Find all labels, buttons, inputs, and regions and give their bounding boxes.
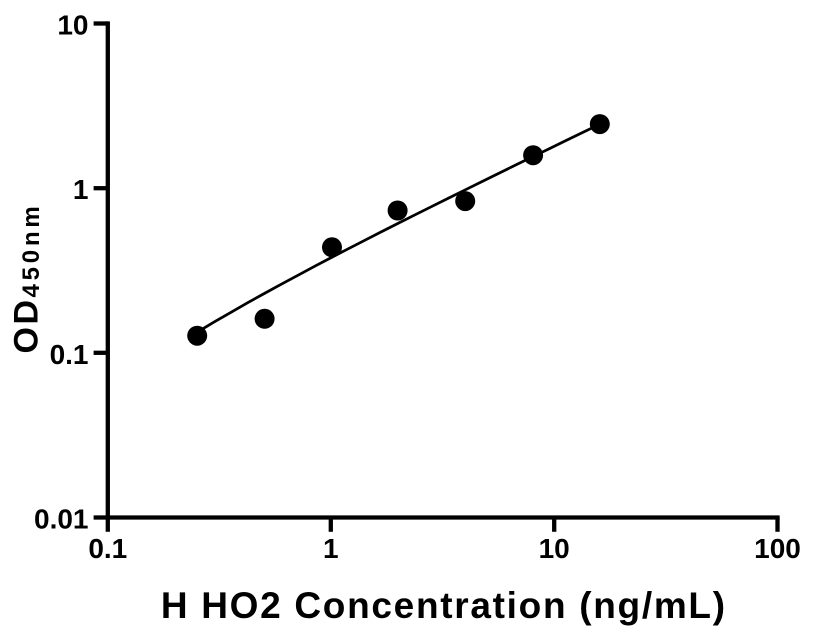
svg-text:10: 10 [539,533,570,564]
svg-text:10: 10 [57,10,88,41]
svg-text:1: 1 [73,174,89,205]
svg-text:100: 100 [754,533,801,564]
svg-text:0.1: 0.1 [88,533,127,564]
svg-text:0.01: 0.01 [34,504,89,535]
svg-text:0.1: 0.1 [50,339,89,370]
svg-text:1: 1 [323,533,339,564]
svg-text:H HO2 Concentration (ng/mL): H HO2 Concentration (ng/mL) [161,585,727,626]
